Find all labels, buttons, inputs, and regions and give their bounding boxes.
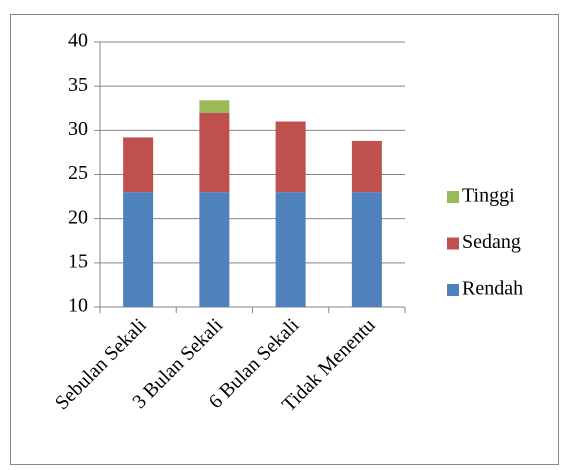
- bar-segment: [351, 192, 382, 307]
- legend-swatch: [447, 284, 459, 296]
- y-tick-label: 25: [68, 162, 88, 184]
- bar-segment: [275, 121, 306, 193]
- bar-segment: [351, 140, 382, 193]
- bar-segment: [199, 192, 230, 307]
- legend-label: Rendah: [462, 278, 523, 300]
- legend-swatch: [447, 191, 459, 203]
- legend-label: Sedang: [462, 231, 521, 253]
- y-tick-label: 20: [68, 206, 88, 228]
- y-tick-label: 10: [68, 295, 88, 317]
- y-tick-label: 40: [68, 30, 88, 52]
- bar-segment: [275, 192, 306, 307]
- legend-swatch: [447, 237, 459, 250]
- y-tick-label: 15: [68, 250, 88, 272]
- y-tick-label: 30: [68, 118, 88, 140]
- bar-segment: [123, 192, 154, 307]
- legend-label: Tinggi: [462, 185, 515, 207]
- bar-segment: [123, 137, 154, 193]
- y-tick-label: 35: [68, 74, 88, 96]
- bar-segment: [199, 112, 230, 193]
- bar-segment: [199, 100, 230, 113]
